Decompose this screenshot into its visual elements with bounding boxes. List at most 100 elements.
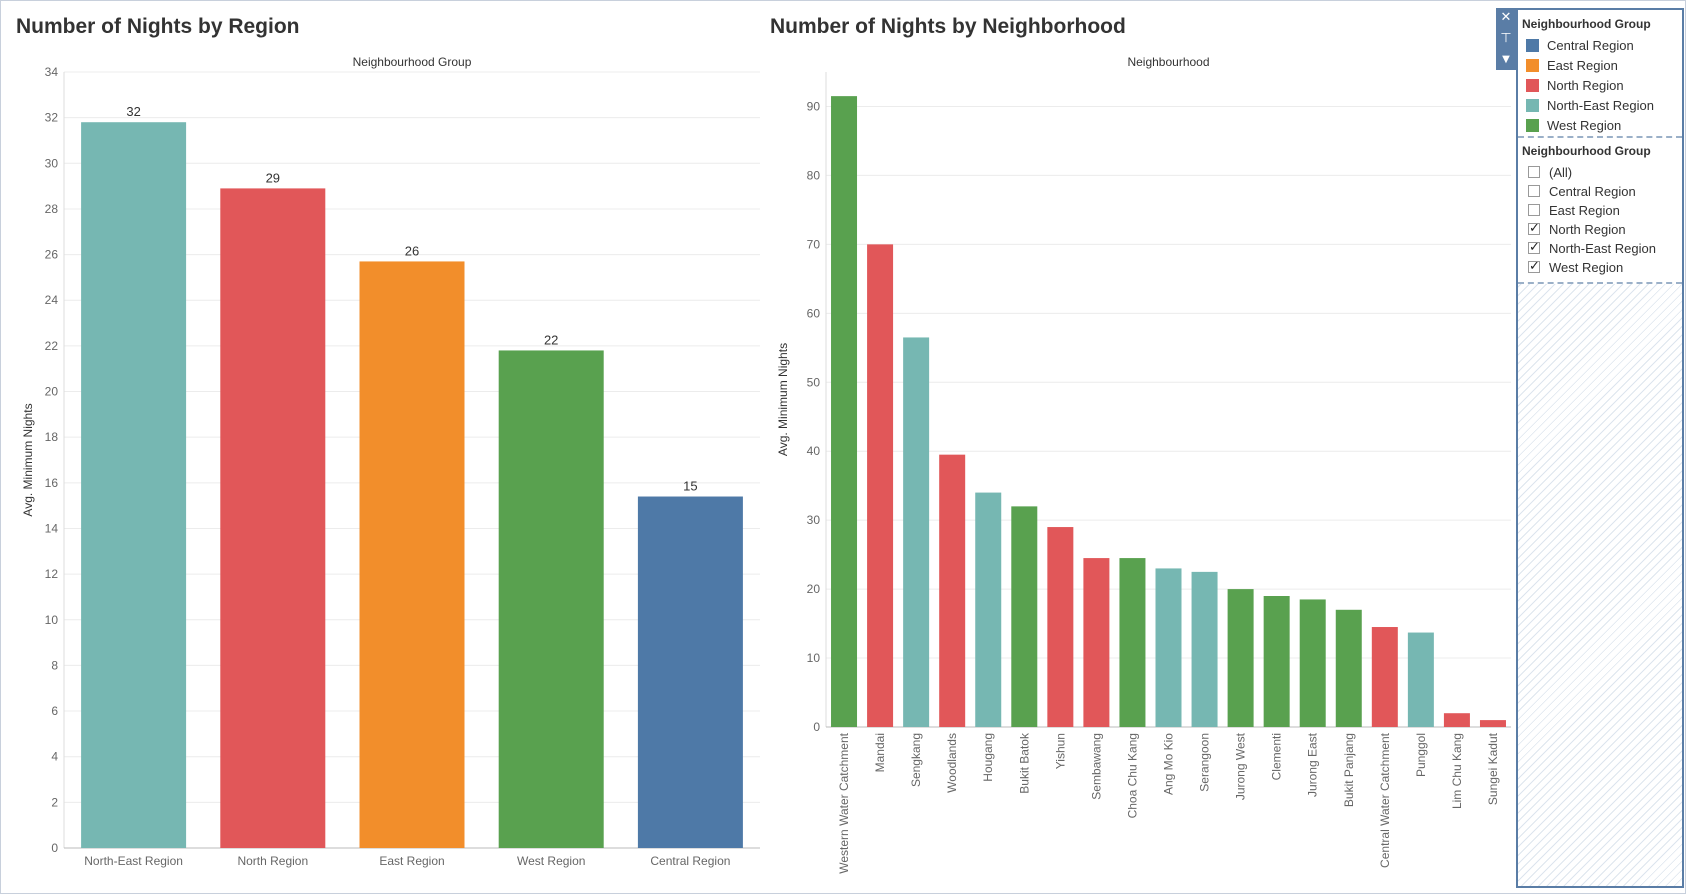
left-sheet-title: Number of Nights by Region bbox=[16, 15, 300, 38]
filter-option[interactable]: (All) bbox=[1528, 164, 1572, 180]
data-label: 15 bbox=[683, 479, 697, 494]
legend-label: North-East Region bbox=[1547, 97, 1654, 113]
x-tick-label: Yishun bbox=[1053, 733, 1067, 769]
filter-label: (All) bbox=[1549, 164, 1573, 180]
y-tick-label: 0 bbox=[813, 720, 820, 734]
x-tick-label: West Region bbox=[517, 854, 585, 868]
legend-item[interactable]: North Region bbox=[1526, 77, 1624, 93]
legend-swatch bbox=[1526, 98, 1539, 112]
x-tick-label: Western Water Catchment bbox=[837, 732, 851, 873]
x-tick-label: Clementi bbox=[1270, 733, 1284, 780]
bar bbox=[903, 337, 930, 727]
x-tick-label: Choa Chu Kang bbox=[1125, 733, 1139, 818]
x-tick-label: East Region bbox=[379, 854, 444, 868]
empty-panel-area bbox=[1518, 284, 1682, 886]
filter-option[interactable]: North-East Region bbox=[1528, 240, 1656, 256]
y-tick-label: 18 bbox=[45, 430, 59, 444]
y-tick-label: 32 bbox=[45, 111, 59, 125]
legend-label: East Region bbox=[1547, 57, 1618, 73]
data-label: 32 bbox=[126, 104, 140, 119]
bar bbox=[498, 350, 604, 848]
y-tick-label: 16 bbox=[45, 476, 59, 490]
dropdown-arrow-icon[interactable]: ▼ bbox=[1502, 54, 1510, 65]
bar bbox=[1407, 632, 1434, 727]
data-label: 26 bbox=[405, 243, 419, 258]
filter-checkbox[interactable] bbox=[1528, 221, 1540, 236]
x-tick-label: Central Region bbox=[650, 854, 730, 868]
filter-checkbox[interactable] bbox=[1528, 204, 1540, 216]
legend-item[interactable]: East Region bbox=[1526, 57, 1618, 73]
bar bbox=[1263, 596, 1290, 727]
y-tick-label: 80 bbox=[807, 168, 821, 182]
legend-item[interactable]: West Region bbox=[1526, 117, 1621, 133]
y-tick-label: 28 bbox=[45, 202, 59, 216]
bar bbox=[1083, 558, 1110, 727]
filter-label: Central Region bbox=[1549, 183, 1636, 199]
panel-divider bbox=[1518, 282, 1682, 284]
y-tick-label: 4 bbox=[51, 750, 58, 764]
bar bbox=[831, 96, 858, 727]
filter-label: East Region bbox=[1549, 202, 1620, 218]
y-tick-label: 40 bbox=[807, 444, 821, 458]
close-icon[interactable]: ✕ bbox=[1500, 10, 1512, 25]
x-tick-label: Hougang bbox=[981, 733, 995, 782]
legend-item[interactable]: Central Region bbox=[1526, 37, 1634, 53]
filter-option[interactable]: East Region bbox=[1528, 202, 1620, 218]
x-tick-label: Jurong East bbox=[1306, 732, 1320, 797]
y-tick-label: 24 bbox=[45, 293, 59, 307]
x-tick-label: Lim Chu Kang bbox=[1450, 733, 1464, 809]
y-tick-label: 20 bbox=[45, 385, 59, 399]
y-tick-label: 34 bbox=[45, 65, 59, 79]
bar bbox=[1011, 506, 1038, 727]
y-tick-label: 20 bbox=[807, 582, 821, 596]
filter-checkbox[interactable] bbox=[1528, 240, 1540, 255]
y-tick-label: 12 bbox=[45, 567, 59, 581]
legend-label: Central Region bbox=[1547, 37, 1634, 53]
neighborhood-bar-chart[interactable]: Neighbourhood 0 10 20 30 40 50 60 70 80 90 Avg. Min… bbox=[776, 55, 1511, 874]
filter-checkbox[interactable] bbox=[1528, 259, 1540, 274]
x-tick-label: Ang Mo Kio bbox=[1162, 733, 1176, 795]
region-bar-chart[interactable]: Neighbourhood Group024681012141618202224… bbox=[21, 55, 760, 868]
legend-swatch bbox=[1526, 78, 1539, 92]
y-tick-label: 22 bbox=[45, 339, 59, 353]
data-label: 29 bbox=[266, 170, 280, 185]
filter-checkbox[interactable] bbox=[1528, 166, 1540, 178]
y-tick-label: 30 bbox=[45, 156, 59, 170]
filter-checkbox[interactable] bbox=[1528, 185, 1540, 197]
bar bbox=[81, 122, 187, 848]
y-tick-label: 30 bbox=[807, 513, 821, 527]
right-sheet-title: Number of Nights by Neighborhood bbox=[770, 15, 1126, 38]
y-tick-label: 50 bbox=[807, 375, 821, 389]
x-tick-label: Punggol bbox=[1414, 733, 1428, 777]
bar bbox=[1479, 720, 1506, 727]
y-axis-title: Avg. Minimum Nights bbox=[21, 403, 35, 516]
y-tick-label: 26 bbox=[45, 248, 59, 262]
x-tick-label: Sungei Kadut bbox=[1486, 732, 1500, 805]
x-tick-label: Bukit Panjang bbox=[1342, 733, 1356, 807]
x-tick-label: North Region bbox=[237, 854, 308, 868]
y-tick-label: 2 bbox=[51, 795, 58, 809]
legend-item[interactable]: North-East Region bbox=[1526, 97, 1654, 113]
bar bbox=[1227, 589, 1254, 727]
y-axis-title: Avg. Minimum Nights bbox=[776, 343, 790, 456]
x-tick-label: Woodlands bbox=[945, 733, 959, 793]
bar bbox=[1191, 571, 1218, 727]
x-tick-label: Bukit Batok bbox=[1017, 732, 1031, 794]
legend-filter-panel: Neighbourhood Group Central Region East R… bbox=[1516, 8, 1684, 888]
pin-icon[interactable]: ⊤ bbox=[1500, 31, 1512, 46]
filter-option[interactable]: North Region bbox=[1528, 221, 1626, 237]
bar bbox=[1335, 609, 1362, 727]
x-tick-label: Serangoon bbox=[1198, 733, 1212, 792]
x-tick-label: Mandai bbox=[873, 733, 887, 772]
legend-swatch bbox=[1526, 118, 1539, 132]
bar bbox=[1119, 558, 1146, 727]
legend-swatch bbox=[1526, 38, 1539, 52]
bar bbox=[1047, 527, 1074, 727]
filter-option[interactable]: Central Region bbox=[1528, 183, 1636, 199]
bar bbox=[1155, 568, 1182, 727]
y-tick-label: 70 bbox=[807, 237, 821, 251]
bar bbox=[220, 188, 326, 848]
filter-option[interactable]: West Region bbox=[1528, 259, 1623, 275]
y-tick-label: 8 bbox=[51, 658, 58, 672]
